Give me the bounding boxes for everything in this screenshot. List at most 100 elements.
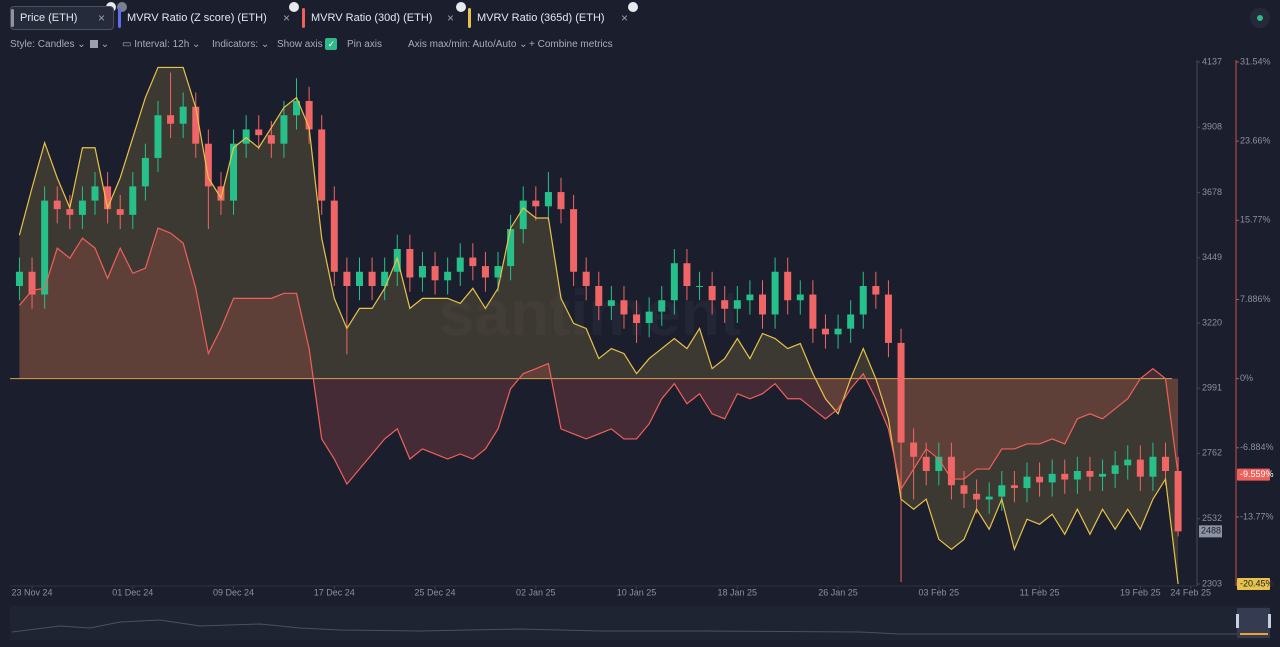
close-button[interactable]: ×	[446, 11, 454, 25]
close-button[interactable]: ×	[620, 11, 628, 25]
last-value-badge: -20.45%	[1237, 578, 1274, 590]
x-tick-label: 18 Jan 25	[718, 587, 758, 597]
area-line	[18, 227, 1179, 491]
candle-body	[343, 271, 351, 286]
candle-body	[318, 129, 326, 201]
candle-body	[154, 115, 162, 158]
axis-minmax-select[interactable]: Axis max/min: Auto/Auto ⌄	[408, 39, 528, 50]
tab-color	[468, 8, 471, 28]
candle-body	[305, 100, 313, 130]
candle-body	[859, 285, 867, 315]
x-tick-label: 03 Feb 25	[919, 587, 960, 597]
combine-label: Combine metrics	[537, 39, 613, 50]
candle-body	[821, 328, 829, 335]
metric-tab[interactable]: MVRV Ratio (Z score) (ETH) ×	[118, 6, 298, 30]
y-tick-label: 4137	[1202, 56, 1222, 66]
badge-label: -20.45%	[1240, 578, 1274, 588]
candle-body	[809, 294, 817, 329]
candle-body	[947, 456, 955, 486]
candle-body	[15, 271, 23, 286]
candle-body	[1061, 473, 1069, 480]
y-tick-label: 3449	[1202, 252, 1222, 262]
candle-body	[255, 129, 263, 136]
candle-body	[1073, 471, 1081, 480]
interval-select[interactable]: ▭ Interval: 12h ⌄	[122, 39, 201, 50]
candle-body	[293, 100, 301, 116]
x-tick-label: 11 Feb 25	[1020, 587, 1060, 597]
tab-icon[interactable]	[628, 2, 638, 12]
metric-tab[interactable]: Price (ETH) ×	[10, 6, 114, 30]
indicators-select[interactable]: Indicators: ⌄	[212, 39, 270, 50]
candle-body	[104, 186, 112, 210]
candle-body	[28, 271, 36, 295]
candle-body	[141, 157, 149, 187]
show-axis-toggle[interactable]: Show axis ✓	[277, 38, 338, 52]
candle-body	[444, 271, 452, 281]
y-tick-label: 3678	[1202, 187, 1222, 197]
color-select[interactable]: ⌄	[90, 38, 109, 52]
metric-tab[interactable]: MVRV Ratio (365d) (ETH) ×	[468, 6, 636, 30]
tab-label: MVRV Ratio (30d) (ETH)	[311, 12, 433, 24]
candle-body	[53, 200, 61, 210]
x-tick-label: 23 Nov 24	[12, 587, 53, 597]
tab-icon[interactable]	[456, 2, 466, 12]
candle-body	[469, 257, 477, 267]
navigator-handle[interactable]	[1236, 614, 1239, 628]
combine-metrics-button[interactable]: + Combine metrics	[529, 39, 613, 50]
candle-body	[91, 186, 99, 201]
x-tick-label: 19 Feb 25	[1120, 587, 1161, 597]
y-tick-label: 2303	[1202, 578, 1222, 588]
x-tick-label: 24 Feb 25	[1170, 587, 1211, 597]
candle-body	[242, 129, 250, 144]
metric-tab[interactable]: MVRV Ratio (30d) (ETH) ×	[302, 6, 462, 30]
area-fill	[19, 228, 1179, 490]
candle-body	[973, 493, 981, 500]
navigator[interactable]	[10, 606, 1270, 640]
candle-body	[796, 294, 804, 301]
y2-tick-label: 31.54%	[1240, 56, 1271, 66]
candle-body	[746, 294, 754, 301]
y2-tick-label: -13.77%	[1240, 511, 1274, 521]
candle-body	[544, 192, 552, 207]
candle-body	[570, 209, 578, 272]
status-dot	[1257, 15, 1263, 21]
tab-icon[interactable]	[289, 2, 299, 12]
x-tick-label: 01 Dec 24	[112, 587, 153, 597]
candle-body	[192, 106, 200, 144]
candle-body	[708, 285, 716, 301]
candle-body	[507, 229, 515, 267]
candle-body	[330, 200, 338, 272]
tab-color	[11, 9, 14, 27]
close-button[interactable]: ×	[282, 11, 290, 25]
candle-body	[935, 456, 943, 472]
candle-body	[217, 186, 225, 201]
candle-body	[267, 135, 275, 144]
candle-body	[960, 485, 968, 494]
candle-body	[381, 271, 389, 286]
navigator-handle[interactable]	[1268, 614, 1271, 628]
price-badge-label: 2488	[1201, 526, 1221, 536]
pin-axis-toggle[interactable]: Pin axis	[347, 38, 382, 52]
badge-bg	[1237, 578, 1270, 590]
tab-label: MVRV Ratio (365d) (ETH)	[477, 12, 605, 24]
last-value-badge: -9.559%	[1237, 468, 1274, 481]
candle-body	[784, 271, 792, 301]
tab-label: Price (ETH)	[20, 12, 78, 24]
x-tick-label: 26 Jan 25	[818, 587, 858, 597]
x-tick-label: 02 Jan 25	[516, 587, 556, 597]
candle-body	[998, 485, 1006, 497]
candle-body	[557, 192, 565, 210]
candle-body	[116, 209, 124, 215]
style-select[interactable]: Style: Candles ⌄	[10, 39, 86, 50]
candle-body	[1136, 459, 1144, 477]
candle-body	[406, 248, 414, 278]
candle-body	[620, 300, 628, 315]
style-label: Style: Candles	[10, 39, 75, 50]
close-button[interactable]: ×	[97, 11, 105, 25]
candle-body	[66, 209, 74, 215]
candle-body	[645, 311, 653, 323]
y2-tick-label: -6.884%	[1240, 442, 1274, 452]
candle-body	[78, 200, 86, 215]
candle-body	[1174, 471, 1182, 532]
candle-body	[1149, 456, 1157, 477]
